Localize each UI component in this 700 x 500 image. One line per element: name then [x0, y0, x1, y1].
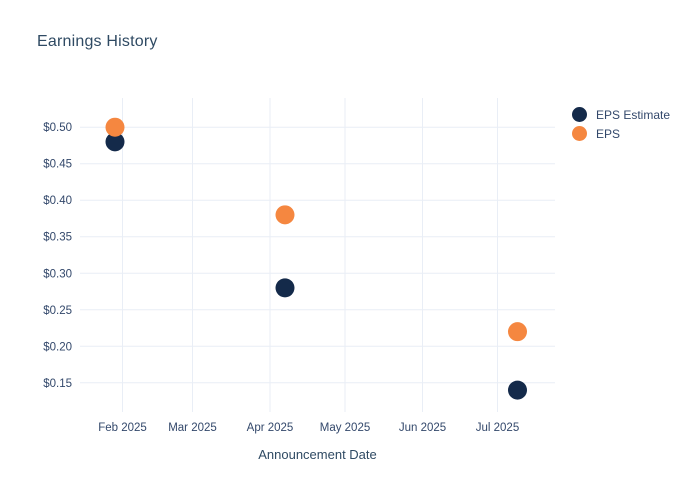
legend-item-eps[interactable]: EPS [572, 124, 670, 143]
x-tick-label: Apr 2025 [247, 422, 294, 434]
x-tick-label: Feb 2025 [98, 422, 147, 434]
data-point-eps-estimate[interactable] [105, 132, 125, 152]
y-tick-label: $0.35 [43, 232, 72, 244]
y-tick-label: $0.15 [43, 378, 72, 390]
y-tick-label: $0.45 [43, 159, 72, 171]
x-tick-label: Mar 2025 [168, 422, 217, 434]
y-tick-label: $0.25 [43, 305, 72, 317]
y-tick-label: $0.30 [43, 268, 72, 280]
data-point-eps[interactable] [105, 117, 125, 137]
y-tick-label: $0.20 [43, 341, 72, 353]
x-axis-title: Announcement Date [258, 447, 377, 462]
x-tick-label: Jun 2025 [399, 422, 446, 434]
legend-item-eps-estimate[interactable]: EPS Estimate [572, 105, 670, 124]
data-point-eps-estimate[interactable] [275, 278, 295, 298]
data-point-eps[interactable] [508, 322, 527, 342]
legend-label: EPS [596, 126, 621, 141]
chart-title: Earnings History [37, 33, 158, 50]
y-tick-label: $0.40 [43, 195, 72, 207]
x-tick-label: Jul 2025 [476, 422, 519, 434]
y-tick-label: $0.50 [43, 122, 72, 134]
data-point-eps[interactable] [275, 205, 295, 225]
legend-marker-eps [572, 126, 587, 141]
legend-marker-eps-estimate [572, 107, 587, 122]
legend-label: EPS Estimate [596, 107, 671, 122]
legend: EPS Estimate EPS [572, 105, 670, 143]
x-tick-label: May 2025 [320, 422, 371, 434]
data-point-eps-estimate[interactable] [508, 380, 527, 400]
